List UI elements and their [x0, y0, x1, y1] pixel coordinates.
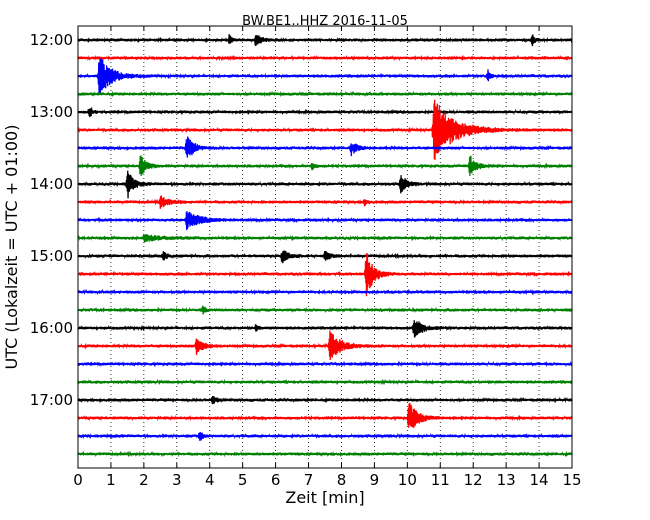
x-tick-label: 12 — [464, 471, 483, 489]
y-tick-label: 17:00 — [30, 391, 73, 409]
trace-line — [77, 195, 573, 209]
trace-line — [77, 155, 573, 176]
trace-line — [77, 136, 573, 158]
trace-line — [77, 107, 573, 118]
y-axis: 12:00 13:00 14:00 15:00 16:00 17:00 — [30, 31, 572, 409]
trace-line — [77, 395, 573, 405]
trace-line — [77, 170, 573, 199]
x-tick-label: 0 — [73, 471, 83, 489]
trace-line — [77, 250, 573, 264]
trace-line — [77, 330, 573, 361]
y-tick-label: 15:00 — [30, 247, 73, 265]
trace-line — [77, 402, 573, 428]
x-tick-label: 14 — [530, 471, 549, 489]
x-tick-label: 3 — [172, 471, 182, 489]
y-axis-label: UTC (Lokalzeit = UTC + 01:00) — [2, 125, 21, 370]
trace-line — [77, 431, 573, 441]
x-tick-label: 5 — [238, 471, 248, 489]
trace-group — [77, 34, 573, 458]
trace-line — [77, 234, 573, 243]
y-tick-label: 14:00 — [30, 175, 73, 193]
x-tick-label: 1 — [106, 471, 116, 489]
trace-line — [77, 378, 573, 386]
x-tick-label: 4 — [205, 471, 215, 489]
chart-title: BW.BE1..HHZ 2016-11-05 — [242, 14, 408, 29]
x-tick-label: 2 — [139, 471, 149, 489]
x-tick-label: 6 — [271, 471, 281, 489]
y-tick-label: 16:00 — [30, 319, 73, 337]
trace-line — [77, 320, 573, 338]
y-tick-label: 12:00 — [30, 31, 73, 49]
x-tick-label: 10 — [398, 471, 417, 489]
trace-line — [77, 288, 573, 296]
grid-lines — [110, 26, 540, 468]
trace-line — [77, 90, 573, 98]
trace-line — [77, 54, 573, 62]
x-tick-label: 8 — [337, 471, 347, 489]
x-tick-label: 15 — [562, 471, 581, 489]
plot-frame — [77, 25, 573, 469]
trace-line — [77, 450, 573, 458]
trace-line — [77, 360, 573, 368]
y-tick-label: 13:00 — [30, 103, 73, 121]
x-tick-label: 7 — [304, 471, 314, 489]
x-tick-label: 9 — [370, 471, 380, 489]
trace-line — [77, 305, 573, 315]
x-tick-label: 13 — [497, 471, 516, 489]
trace-line — [77, 34, 573, 47]
x-tick-label: 11 — [431, 471, 450, 489]
trace-line — [77, 99, 573, 160]
x-axis-label: Zeit [min] — [285, 488, 364, 507]
trace-line — [77, 58, 573, 96]
x-axis: 0 1 2 3 4 5 6 7 8 9 10 11 12 13 14 15 — [73, 26, 582, 489]
trace-line — [77, 252, 573, 297]
trace-line — [77, 211, 573, 231]
